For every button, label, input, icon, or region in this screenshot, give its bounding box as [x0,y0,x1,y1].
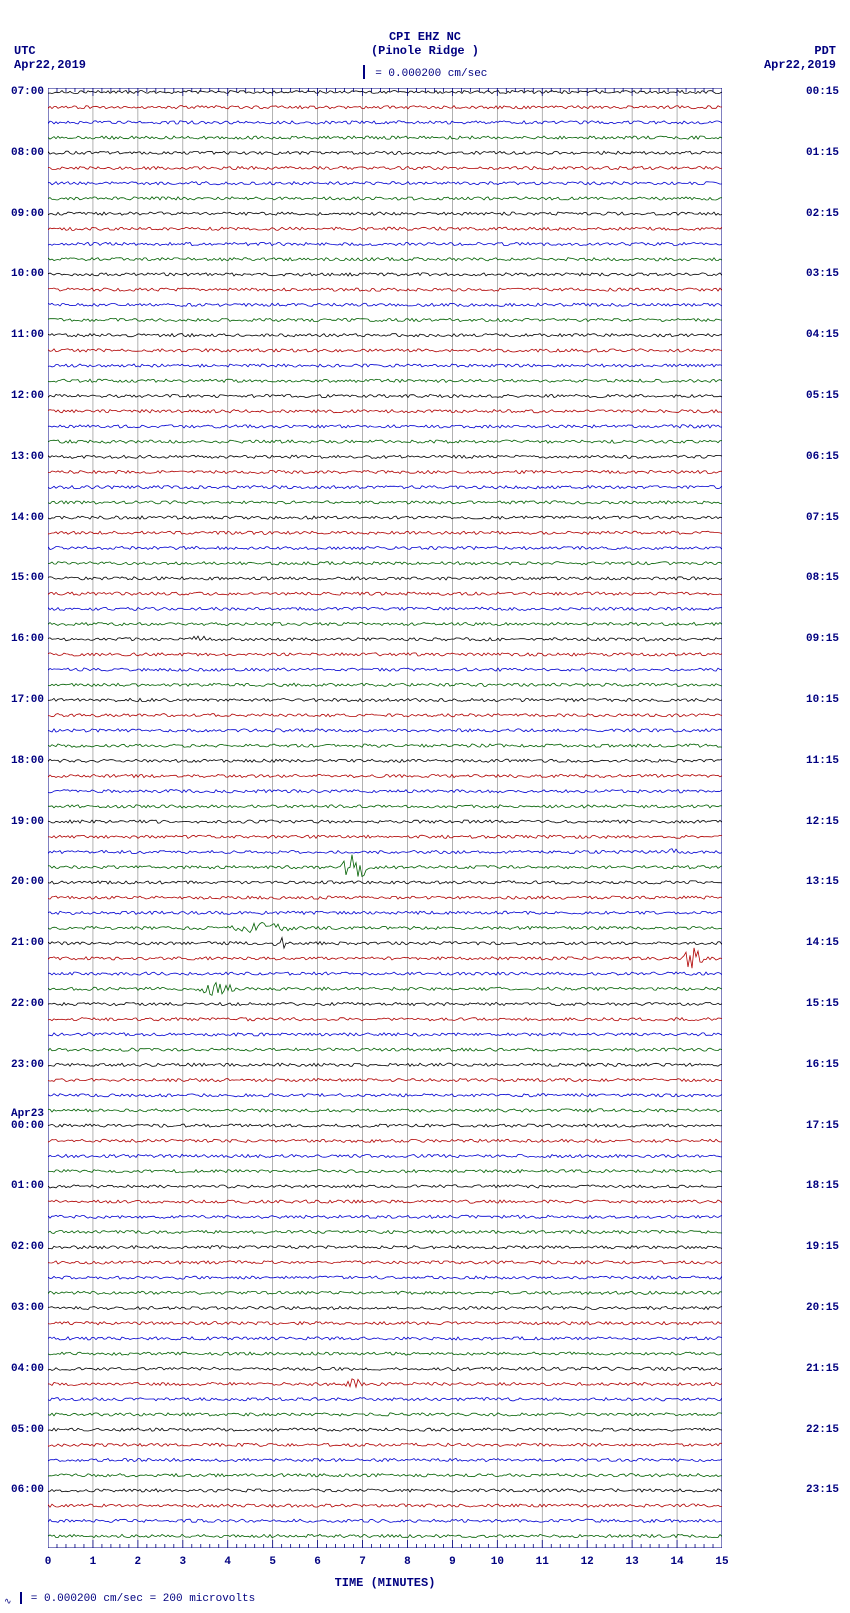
utc-hour-label: 09:00 [11,208,44,220]
pdt-hour-label: 01:15 [806,147,839,159]
pdt-hour-label: 07:15 [806,512,839,524]
pdt-hour-label: 13:15 [806,876,839,888]
pdt-hour-label: 10:15 [806,694,839,706]
station-subtitle: (Pinole Ridge ) [0,44,850,58]
x-tick-label: 5 [269,1556,276,1568]
pdt-hour-label: 20:15 [806,1302,839,1314]
x-tick-label: 0 [45,1556,52,1568]
timezone-right: PDT [814,44,836,58]
pdt-hour-label: 06:15 [806,451,839,463]
pdt-hour-label: 19:15 [806,1241,839,1253]
pdt-hour-label: 03:15 [806,268,839,280]
x-axis-title: TIME (MINUTES) [48,1576,722,1590]
x-tick-label: 1 [90,1556,97,1568]
pdt-hour-label: 15:15 [806,998,839,1010]
utc-hour-label: 14:00 [11,512,44,524]
x-tick-label: 9 [449,1556,456,1568]
utc-hour-labels: 07:00 08:00 09:00 10:00 11:00 12:00 13:00 14:00… [0,88,46,1548]
utc-hour-label: 00:00 [11,1120,44,1132]
utc-hour-label: 22:00 [11,998,44,1010]
utc-hour-label: 15:00 [11,572,44,584]
pdt-hour-label: 11:15 [806,755,839,767]
footer-scale: ∿ = 0.000200 cm/sec = 200 microvolts [4,1592,255,1607]
x-tick-label: 3 [179,1556,186,1568]
helicorder-svg [48,88,722,1548]
pdt-hour-label: 17:15 [806,1120,839,1132]
x-tick-label: 6 [314,1556,321,1568]
timezone-left: UTC [14,44,36,58]
utc-hour-label: 13:00 [11,451,44,463]
utc-hour-label: 02:00 [11,1241,44,1253]
helicorder-plot [48,88,722,1548]
pdt-hour-label: 23:15 [806,1484,839,1496]
pdt-hour-label: 04:15 [806,329,839,341]
footer-text: = 0.000200 cm/sec = 200 microvolts [31,1593,255,1605]
utc-hour-label: 10:00 [11,268,44,280]
utc-hour-label: 19:00 [11,816,44,828]
x-tick-label: 10 [491,1556,504,1568]
utc-hour-label: 05:00 [11,1424,44,1436]
pdt-hour-label: 16:15 [806,1059,839,1071]
footer-tick-icon: ∿ [4,1597,12,1607]
pdt-hour-label: 14:15 [806,937,839,949]
pdt-hour-labels: 00:15 01:15 02:15 03:15 04:15 05:15 06:15 07:15… [804,88,850,1548]
date-right: Apr22,2019 [764,58,836,72]
pdt-hour-label: 22:15 [806,1424,839,1436]
utc-hour-label: 17:00 [11,694,44,706]
utc-hour-label: 06:00 [11,1484,44,1496]
pdt-hour-label: 12:15 [806,816,839,828]
utc-hour-label: 21:00 [11,937,44,949]
x-tick-label: 15 [715,1556,728,1568]
pdt-hour-label: 08:15 [806,572,839,584]
footer-bar-icon [20,1592,22,1604]
utc-hour-label: 07:00 [11,86,44,98]
utc-hour-label: 20:00 [11,876,44,888]
utc-hour-label: 03:00 [11,1302,44,1314]
x-tick-label: 12 [581,1556,594,1568]
utc-hour-label: 16:00 [11,633,44,645]
date-left: Apr22,2019 [14,58,86,72]
pdt-hour-label: 09:15 [806,633,839,645]
x-tick-label: 4 [224,1556,231,1568]
station-title: CPI EHZ NC [0,30,850,44]
pdt-hour-label: 05:15 [806,390,839,402]
x-tick-label: 11 [536,1556,549,1568]
pdt-hour-label: 00:15 [806,86,839,98]
scale-text: = 0.000200 cm/sec [375,68,487,80]
pdt-hour-label: 18:15 [806,1180,839,1192]
utc-hour-label: 12:00 [11,390,44,402]
pdt-hour-label: 21:15 [806,1363,839,1375]
pdt-hour-label: 02:15 [806,208,839,220]
x-tick-label: 13 [626,1556,639,1568]
utc-hour-label: 23:00 [11,1059,44,1071]
utc-hour-label: 18:00 [11,755,44,767]
scale-bar-icon [363,65,365,79]
utc-hour-label: 11:00 [11,329,44,341]
x-tick-label: 8 [404,1556,411,1568]
utc-hour-label: 01:00 [11,1180,44,1192]
x-tick-label: 2 [135,1556,142,1568]
day-divider-label: Apr23 [11,1108,44,1120]
scale-reference: = 0.000200 cm/sec [0,66,850,80]
utc-hour-label: 04:00 [11,1363,44,1375]
x-tick-label: 14 [670,1556,683,1568]
x-tick-label: 7 [359,1556,366,1568]
utc-hour-label: 08:00 [11,147,44,159]
